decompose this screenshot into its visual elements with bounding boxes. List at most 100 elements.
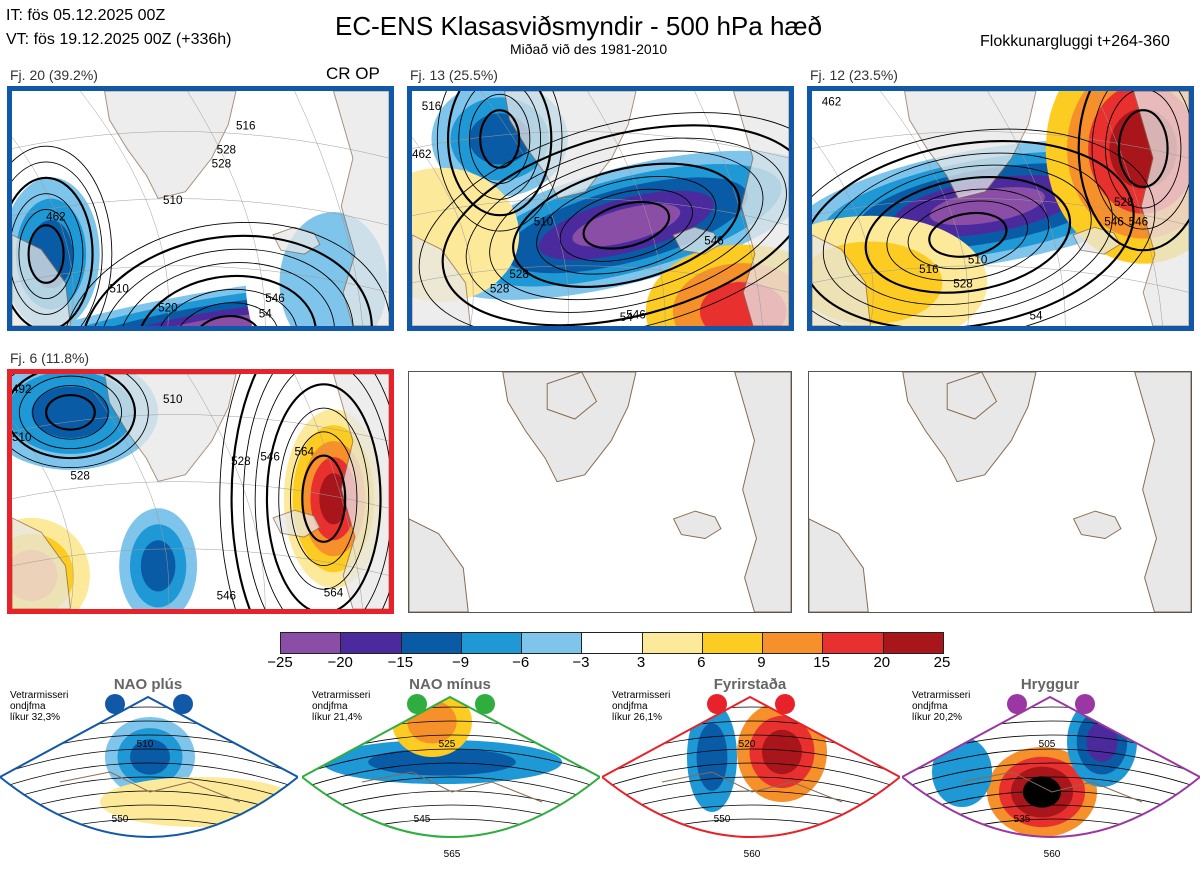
regime-info-line: Vetrarmisseri bbox=[312, 690, 371, 701]
colorbar-swatch bbox=[822, 633, 883, 653]
cluster-map-13: 516 510 528 546 528 546 54 462 bbox=[407, 86, 794, 331]
colorbar-swatch bbox=[882, 633, 943, 653]
colorbar-tick-label: 20 bbox=[873, 654, 891, 671]
height-contour bbox=[45, 394, 96, 431]
colorbar-tick-label: −9 bbox=[451, 654, 470, 671]
height-contour bbox=[928, 211, 1008, 258]
graticule-line bbox=[12, 414, 389, 442]
panel-1-label: Fj. 20 (39.2%) bbox=[10, 67, 98, 83]
regime-2: 525 545 565 NAO mínus Vetrarmisseri ondjfma lí… bbox=[302, 672, 600, 871]
regime-info-line: ondjfma bbox=[612, 701, 648, 712]
cluster-map-12: 462 510 516 528 528 546 546 54 bbox=[807, 86, 1194, 331]
colorbar-swatch bbox=[701, 633, 763, 653]
graticule-line bbox=[12, 265, 389, 293]
graticule-line bbox=[187, 374, 266, 609]
contour-layer bbox=[12, 145, 389, 326]
regime-contour-label: 545 bbox=[414, 814, 431, 825]
contour-label: 528 bbox=[231, 455, 250, 468]
height-contour bbox=[12, 374, 137, 460]
regime-marker-dot bbox=[1007, 694, 1027, 714]
contour-label: 516 bbox=[422, 100, 441, 113]
regime-info: Vetrarmisseri ondjfma líkur 32,3% bbox=[10, 690, 68, 723]
height-contour bbox=[536, 176, 717, 275]
colorbar-tick-label: 15 bbox=[813, 654, 830, 671]
height-contour bbox=[559, 188, 693, 262]
regime-info-line: líkur 20,2% bbox=[912, 712, 963, 723]
panel-3-label: Fj. 12 (23.5%) bbox=[810, 67, 898, 83]
contour-label: 510 bbox=[163, 393, 182, 406]
contour-label: 546 bbox=[1104, 215, 1123, 228]
colorbar-tick-label: −6 bbox=[512, 654, 530, 671]
height-contour bbox=[446, 91, 553, 217]
regime-info: Vetrarmisseri ondjfma líkur 20,2% bbox=[912, 690, 970, 723]
empty-map-5 bbox=[408, 371, 792, 613]
regime-contour bbox=[902, 748, 1200, 775]
contour-label: 528 bbox=[212, 158, 231, 171]
contour-label: 564 bbox=[295, 446, 315, 459]
regime-contour bbox=[602, 748, 900, 775]
regime-diagrams: 510 550 NAO plús Vetrarmisseri ondjfma líkur … bbox=[0, 672, 1200, 871]
height-contour bbox=[79, 234, 373, 326]
height-contour bbox=[1091, 91, 1189, 230]
contour-label: 528 bbox=[1114, 196, 1133, 209]
height-contour bbox=[907, 200, 1029, 270]
regime-info-line: ondjfma bbox=[10, 701, 46, 712]
height-contour bbox=[173, 302, 280, 326]
regime-canvas: 510 550 bbox=[0, 695, 298, 838]
height-contour bbox=[154, 288, 298, 326]
regime-contour-label: 520 bbox=[739, 739, 756, 750]
height-contour bbox=[98, 248, 354, 326]
colorbar-tick-labels: −25 −20 −15 −9 −6 −3 3 6 9 15 20 25 bbox=[267, 654, 950, 674]
height-contour bbox=[61, 221, 389, 326]
regime-marker-dot bbox=[775, 694, 795, 714]
regime-contour-label: 550 bbox=[714, 814, 731, 825]
regime-canvas: 520 550 560 bbox=[602, 695, 900, 860]
graticule-line bbox=[587, 91, 666, 326]
contour-label: 528 bbox=[509, 268, 528, 281]
iceland-landmass bbox=[672, 226, 721, 255]
north-america-landmass bbox=[809, 518, 869, 612]
height-contour bbox=[582, 200, 671, 250]
height-contour bbox=[479, 109, 521, 169]
regime-contour-label: 550 bbox=[112, 814, 129, 825]
iceland-landmass bbox=[546, 372, 598, 420]
height-contour bbox=[265, 383, 382, 609]
height-contour bbox=[418, 112, 789, 326]
colorbar bbox=[280, 632, 944, 654]
europe-landmass bbox=[332, 91, 389, 326]
regime-contour bbox=[902, 762, 1200, 789]
height-contour bbox=[278, 407, 370, 590]
regime-1: 510 550 NAO plús Vetrarmisseri ondjfma líkur … bbox=[0, 672, 298, 871]
contour-label: 546 bbox=[1129, 215, 1148, 228]
regime-contour bbox=[0, 748, 298, 775]
regime-marker-dot bbox=[475, 694, 495, 714]
colorbar-swatch bbox=[340, 633, 401, 653]
iceland-landmass bbox=[946, 372, 998, 420]
regime-contour-label: 560 bbox=[744, 849, 761, 860]
initial-time: IT: fös 05.12.2025 00Z bbox=[6, 7, 166, 24]
height-contour bbox=[1105, 91, 1182, 209]
regime-marker-dot bbox=[173, 694, 193, 714]
graticule-line bbox=[79, 91, 169, 326]
panel-1-extra-label: CR OP bbox=[326, 64, 380, 83]
regime-contour bbox=[0, 776, 298, 803]
regime-canvas: 505 535 560 bbox=[902, 695, 1200, 860]
regime-name: NAO mínus bbox=[409, 676, 491, 693]
height-contour bbox=[32, 385, 109, 440]
colorbar-swatch bbox=[521, 633, 582, 653]
europe-landmass bbox=[1134, 372, 1191, 612]
contour-label: 546 bbox=[265, 292, 284, 305]
regime-info: Vetrarmisseri ondjfma líkur 21,4% bbox=[312, 690, 370, 723]
regime-info: Vetrarmisseri ondjfma líkur 26,1% bbox=[612, 690, 670, 723]
regime-3: 520 550 560 Fyrirstaða Vetrarmisseri ondjfma l… bbox=[602, 672, 900, 871]
panel-2-label: Fj. 13 (25.5%) bbox=[410, 67, 498, 83]
graticule-line bbox=[879, 91, 969, 326]
regime-info-line: ondjfma bbox=[912, 701, 948, 712]
regime-frame bbox=[0, 695, 298, 838]
graticule-line bbox=[12, 198, 389, 226]
height-contour bbox=[290, 431, 358, 567]
graticule-line bbox=[694, 91, 763, 326]
anomaly-contour-fill bbox=[572, 203, 681, 247]
regime-frame bbox=[602, 695, 900, 838]
contour-layer bbox=[812, 91, 1189, 326]
